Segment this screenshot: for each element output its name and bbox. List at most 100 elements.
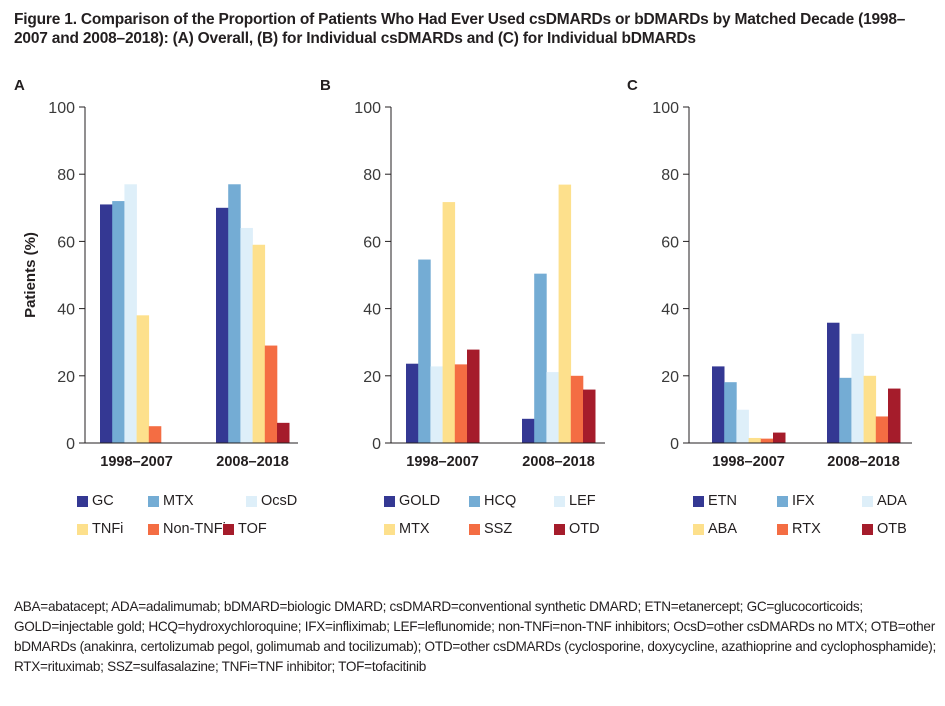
bar-tof-2 — [277, 422, 290, 443]
legend-item-ocsd: OcsD — [246, 493, 297, 509]
y-tick-label: 80 — [363, 167, 381, 184]
footnote: ABA=abatacept; ADA=adalimumab; bDMARD=bi… — [14, 599, 937, 674]
legend-swatch — [77, 523, 88, 535]
legend-item-gc: GC — [77, 493, 114, 509]
y-tick-label: 0 — [670, 436, 679, 453]
bar-lef-1 — [430, 366, 443, 443]
charts-canvas: A 0 20 40 60 80 100 1998–2007 2008–2018 Patients … — [14, 77, 912, 470]
y-tick-label: 80 — [661, 167, 679, 184]
figure-title: Figure 1. Comparison of the Proportion o… — [14, 11, 906, 47]
bar-hcq-1 — [418, 259, 431, 443]
y-tick-label: 20 — [57, 369, 75, 386]
legend-swatch — [223, 523, 234, 535]
legend-item-gold: GOLD — [384, 493, 440, 509]
legend-label: TOF — [238, 521, 267, 537]
bar-ifx-1 — [724, 382, 737, 443]
legend-item-ada: ADA — [862, 493, 907, 509]
bar-otd-1 — [467, 349, 480, 443]
legend-label: Non-TNFi — [163, 521, 226, 537]
legend-swatch — [77, 495, 88, 507]
legend-label: RTX — [792, 521, 821, 537]
legend-swatch — [384, 495, 395, 507]
y-tick-label: 40 — [661, 302, 679, 319]
y-tick-label: 40 — [363, 302, 381, 319]
legend-label: TNFi — [92, 521, 124, 537]
legend-label: OTB — [877, 521, 907, 537]
y-tick-label: 80 — [57, 167, 75, 184]
x-tick-label: 1998–2007 — [712, 454, 785, 470]
legend-label: GC — [92, 493, 114, 509]
legend-item-hcq: HCQ — [469, 493, 516, 509]
bar-mtx-2 — [228, 184, 241, 443]
y-tick-label: 20 — [363, 369, 381, 386]
legend-swatch — [777, 495, 788, 507]
legend-swatch — [554, 495, 565, 507]
legend-swatch — [693, 495, 704, 507]
legend-item-non-tnfi: Non-TNFi — [148, 521, 226, 537]
bar-mtx-1 — [442, 202, 456, 443]
x-tick-label: 1998–2007 — [406, 454, 479, 470]
bar-ifx-2 — [839, 377, 852, 443]
bar-gc-2 — [216, 207, 229, 443]
bar-etn-1 — [712, 366, 725, 443]
y-tick-label: 60 — [661, 234, 679, 251]
y-tick-label: 0 — [372, 436, 381, 453]
bar-rtx-2 — [875, 416, 889, 443]
bar-tnfi-2 — [252, 244, 266, 443]
legend-item-otb: OTB — [862, 521, 907, 537]
x-tick-label: 1998–2007 — [100, 454, 173, 470]
legend-item-lef: LEF — [554, 493, 596, 509]
y-tick-label: 40 — [57, 302, 75, 319]
legend-swatch — [469, 523, 480, 535]
legend-label: GOLD — [399, 493, 441, 509]
bar-non-tnfi-1 — [148, 426, 162, 443]
legend-label: OTD — [569, 521, 600, 537]
panel-letter: B — [320, 77, 331, 94]
panel-letter: C — [627, 77, 638, 94]
legend-item-etn: ETN — [693, 493, 737, 509]
legend-item-tof: TOF — [223, 521, 267, 537]
legend-item-otd: OTD — [554, 521, 600, 537]
x-tick-label: 2008–2018 — [522, 454, 595, 470]
legend-label: IFX — [792, 493, 815, 509]
legend-item-mtx: MTX — [384, 521, 430, 537]
legend-swatch — [777, 523, 788, 535]
y-axis-label: Patients (%) — [22, 232, 39, 318]
bar-ocsd-2 — [240, 227, 253, 443]
legend-label: MTX — [163, 493, 194, 509]
legend-label: MTX — [399, 521, 430, 537]
legend-swatch — [693, 523, 704, 535]
legend-item-ifx: IFX — [777, 493, 815, 509]
legend-label: LEF — [569, 493, 596, 509]
legend-swatch — [862, 523, 873, 535]
y-tick-label: 20 — [661, 369, 679, 386]
legend-label: OcsD — [261, 493, 298, 509]
legend-item-mtx: MTX — [148, 493, 194, 509]
legend-swatch — [554, 523, 565, 535]
legend-swatch — [469, 495, 480, 507]
bar-otb-1 — [773, 432, 786, 443]
x-tick-label: 2008–2018 — [827, 454, 900, 470]
bar-mtx-1 — [112, 201, 125, 443]
legend-item-rtx: RTX — [777, 521, 821, 537]
bar-etn-2 — [827, 322, 840, 443]
bar-aba-2 — [863, 375, 877, 443]
legend-item-ssz: SSZ — [469, 521, 512, 537]
legend-label: HCQ — [484, 493, 517, 509]
bar-lef-2 — [546, 372, 559, 443]
bar-ssz-2 — [570, 375, 584, 443]
bar-tnfi-1 — [136, 315, 150, 443]
panel-letter: A — [14, 77, 25, 94]
legend-swatch — [148, 495, 159, 507]
legend-label: ADA — [877, 493, 907, 509]
bar-gold-1 — [406, 363, 419, 443]
y-tick-label: 100 — [652, 100, 679, 117]
bar-aba-1 — [748, 437, 762, 443]
bar-rtx-1 — [760, 438, 774, 443]
legend-label: ABA — [708, 521, 738, 537]
legend-swatch — [148, 523, 159, 535]
legend-swatch — [862, 495, 873, 507]
bar-ada-1 — [736, 409, 749, 443]
bar-gc-1 — [100, 204, 113, 443]
legend-label: SSZ — [484, 521, 513, 537]
